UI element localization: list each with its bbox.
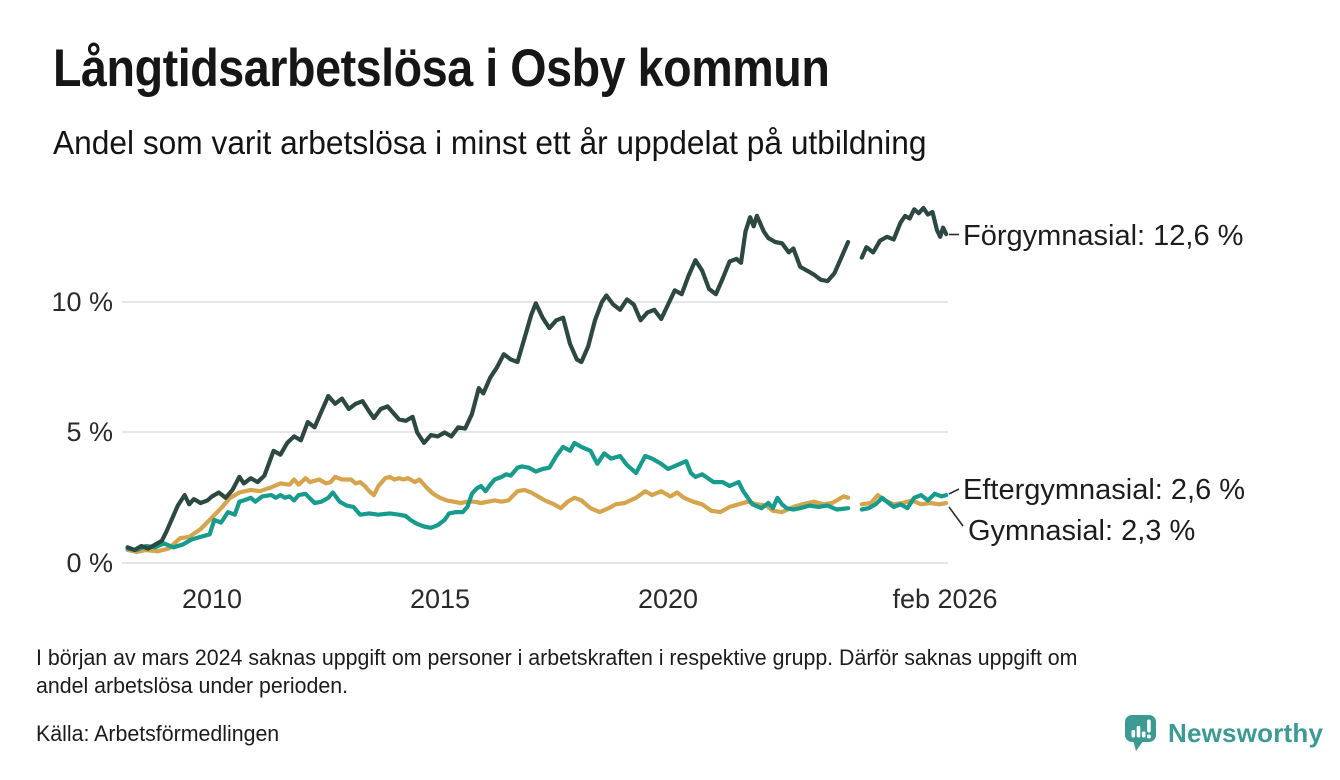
source-note: Källa: Arbetsförmedlingen	[36, 721, 280, 746]
x-tick-2010: 2010	[182, 584, 242, 614]
data-gap-footnote: I början av mars 2024 saknas uppgift om …	[36, 644, 1077, 700]
x-axis-labels: 2010 2015 2020 feb 2026	[182, 584, 998, 614]
y-tick-10: 10 %	[51, 287, 113, 317]
line-gymnasial-segment-1	[125, 474, 851, 555]
connector-gymnasial	[948, 506, 964, 527]
newsworthy-logo-icon	[1125, 715, 1156, 751]
y-tick-5: 5 %	[66, 417, 113, 447]
y-tick-0: 0 %	[66, 548, 113, 578]
series-end-annotations: Förgymnasial: 12,6 % Eftergymnasial: 2,6…	[948, 220, 1245, 547]
x-tick-2020: 2020	[638, 584, 698, 614]
line-gymnasial-segment-2	[859, 493, 949, 507]
end-label-gymnasial: Gymnasial: 2,3 %	[968, 515, 1195, 547]
newsworthy-brand: Newsworthy	[1124, 712, 1323, 752]
line-eftergymnasial-segment-1	[125, 440, 851, 553]
end-label-eftergymnasial: Eftergymnasial: 2,6 %	[963, 474, 1245, 506]
footnote-line-1: I början av mars 2024 saknas uppgift om …	[36, 645, 1078, 670]
series-lines	[125, 205, 949, 555]
y-axis-labels: 10 % 5 % 0 %	[51, 287, 113, 578]
page-subtitle: Andel som varit arbetslösa i minst ett å…	[53, 124, 927, 161]
line-forgymnasial-segment-1	[125, 213, 851, 553]
x-tick-feb2026: feb 2026	[892, 584, 997, 614]
line-forgymnasial-segment-2	[859, 205, 949, 260]
end-label-forgymnasial: Förgymnasial: 12,6 %	[963, 220, 1243, 252]
newsworthy-wordmark: Newsworthy	[1168, 717, 1324, 748]
gridlines	[122, 301, 948, 564]
page-title: Långtidsarbetslösa i Osby kommun	[53, 39, 830, 98]
connector-eftergymnasial	[948, 488, 960, 495]
line-eftergymnasial-segment-2	[859, 491, 949, 512]
footnote-line-2: andel arbetslösa under perioden.	[36, 673, 349, 698]
x-tick-2015: 2015	[410, 584, 470, 614]
